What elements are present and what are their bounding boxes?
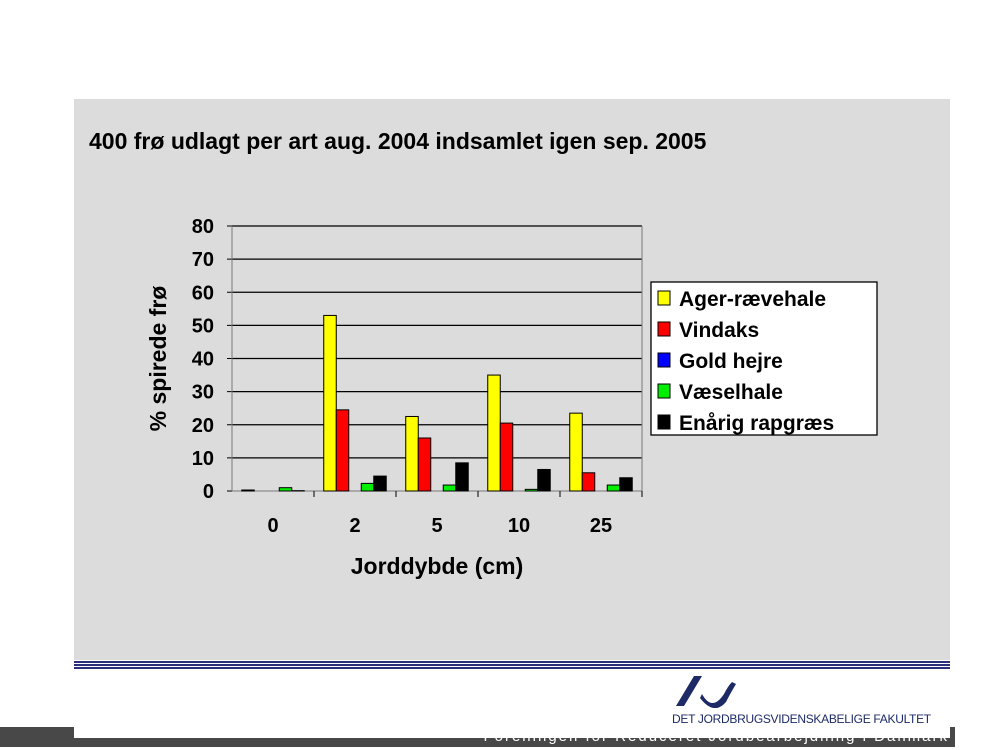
bar-vindaks [417,437,432,492]
bar-ager-rævehale [405,415,419,492]
bar-enårig-rapgræs [537,468,551,492]
bar-væselhale [524,488,539,492]
legend-swatch [657,414,671,430]
legend-swatch [657,383,671,399]
chart-title: 400 frø udlagt per art aug. 2004 indsaml… [89,128,707,154]
legend-label: Væselhale [679,381,783,404]
y-tick-label: 60 [192,282,214,304]
legend-swatch [657,321,671,337]
bar-enårig-rapgræs [455,462,469,492]
y-axis-label: % spirede frø [145,286,171,432]
university-logo-icon [676,676,736,708]
legend-label: Gold hejre [679,350,783,373]
bar-væselhale [360,482,375,492]
legend-swatch [657,290,671,306]
y-tick-label: 70 [192,249,214,271]
y-tick-label: 30 [192,382,214,404]
x-axis-label: Jorddybde (cm) [351,553,524,579]
bar-ager-rævehale [323,314,337,492]
legend-swatch [657,352,671,368]
x-tick-label: 2 [349,515,360,537]
bar-ager-rævehale [487,374,501,492]
bar-enårig-rapgræs [373,475,387,492]
x-tick-label: 0 [267,515,278,537]
bar-enårig-rapgræs [619,477,633,492]
y-tick-label: 10 [192,448,214,470]
divider-lines [74,661,950,669]
bar-ager-rævehale [241,489,255,492]
x-tick-label: 5 [431,515,442,537]
bar-ager-rævehale [569,412,583,492]
bar-vindaks [335,409,350,492]
faculty-name: DET JORDBRUGSVIDENSKABELIGE FAKULTET [672,712,931,726]
y-tick-label: 0 [203,481,214,503]
legend-box [650,281,878,436]
y-tick-label: 20 [192,415,214,437]
y-tick-label: 40 [192,349,214,371]
x-tick-label: 10 [508,515,530,537]
legend-label: Vindaks [679,319,759,342]
x-tick-label: 25 [590,515,612,537]
bar-vindaks [581,472,596,492]
y-tick-label: 50 [192,315,214,337]
legend-label: Enårig rapgræs [679,412,834,435]
bar-væselhale [606,484,621,492]
bar-vindaks [499,422,514,492]
y-tick-label: 80 [192,216,214,238]
bar-væselhale [442,484,457,492]
footer-white-area [74,670,950,738]
bar-væselhale [278,487,293,492]
legend-label: Ager-rævehale [679,288,826,311]
